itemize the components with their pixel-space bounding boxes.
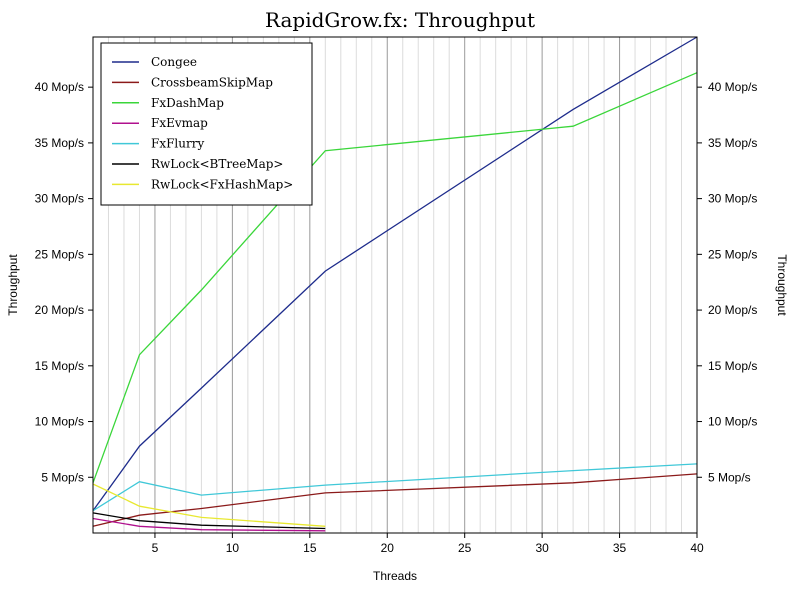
series-line-2 xyxy=(92,72,698,484)
x-tick-label: 15 xyxy=(303,541,317,555)
y-tick-label-left: 15 Mop/s xyxy=(35,359,84,373)
legend: Congee CrossbeamSkipMap FxDashMap FxEvmap Fx… xyxy=(100,42,313,206)
series-line-1 xyxy=(92,473,698,527)
y-tick-label-right: 5 Mop/s xyxy=(708,470,751,484)
y-tick-label-left: 5 Mop/s xyxy=(41,470,84,484)
series-lines xyxy=(92,36,698,532)
plot-frame xyxy=(92,36,698,534)
x-tick-label: 35 xyxy=(613,541,627,555)
y-tick-label-right: 25 Mop/s xyxy=(708,247,757,261)
y-axis-label-left: Throughput xyxy=(6,254,20,316)
y-tick-label-left: 10 Mop/s xyxy=(35,415,84,429)
x-tick-label: 25 xyxy=(458,541,472,555)
x-tick-label: 10 xyxy=(226,541,240,555)
y-tick-label-right: 15 Mop/s xyxy=(708,359,757,373)
legend-entry: Congee xyxy=(151,55,197,69)
series-line-3 xyxy=(92,517,326,532)
y-tick-label-right: 40 Mop/s xyxy=(708,80,757,94)
y-tick-label-left: 25 Mop/s xyxy=(35,247,84,261)
x-tick-label: 30 xyxy=(535,541,549,555)
y-tick-label-right: 10 Mop/s xyxy=(708,415,757,429)
legend-entry: CrossbeamSkipMap xyxy=(151,75,273,89)
y-tick-label-left: 40 Mop/s xyxy=(35,80,84,94)
x-axis-label: Threads xyxy=(373,569,417,583)
legend-entry: RwLock<FxHashMap> xyxy=(151,177,293,191)
legend-entry: FxDashMap xyxy=(151,96,224,110)
x-tick-label: 20 xyxy=(381,541,395,555)
series-line-4 xyxy=(92,463,698,512)
y-tick-label-left: 35 Mop/s xyxy=(35,136,84,150)
y-tick-label-left: 30 Mop/s xyxy=(35,192,84,206)
legend-box xyxy=(100,42,313,206)
series-line-0 xyxy=(92,36,698,512)
legend-entry: FxEvmap xyxy=(151,116,208,130)
y-tick-label-right: 35 Mop/s xyxy=(708,136,757,150)
y-tick-label-right: 20 Mop/s xyxy=(708,303,757,317)
axes: 5 10 15 20 25 30 35 40 5 Mop/s 5 Mop/s 10 Mop/s 10 … xyxy=(35,80,758,555)
x-tick-label: 5 xyxy=(152,541,159,555)
legend-entry: RwLock<BTreeMap> xyxy=(151,157,284,171)
chart-title: RapidGrow.fx: Throughput xyxy=(265,8,535,32)
series-line-5 xyxy=(92,512,326,530)
legend-entry: FxFlurry xyxy=(151,137,204,151)
y-axis-label-right: Throughput xyxy=(775,254,789,316)
series-line-6 xyxy=(92,483,326,527)
x-tick-label: 40 xyxy=(690,541,704,555)
y-tick-label-right: 30 Mop/s xyxy=(708,192,757,206)
y-tick-label-left: 20 Mop/s xyxy=(35,303,84,317)
